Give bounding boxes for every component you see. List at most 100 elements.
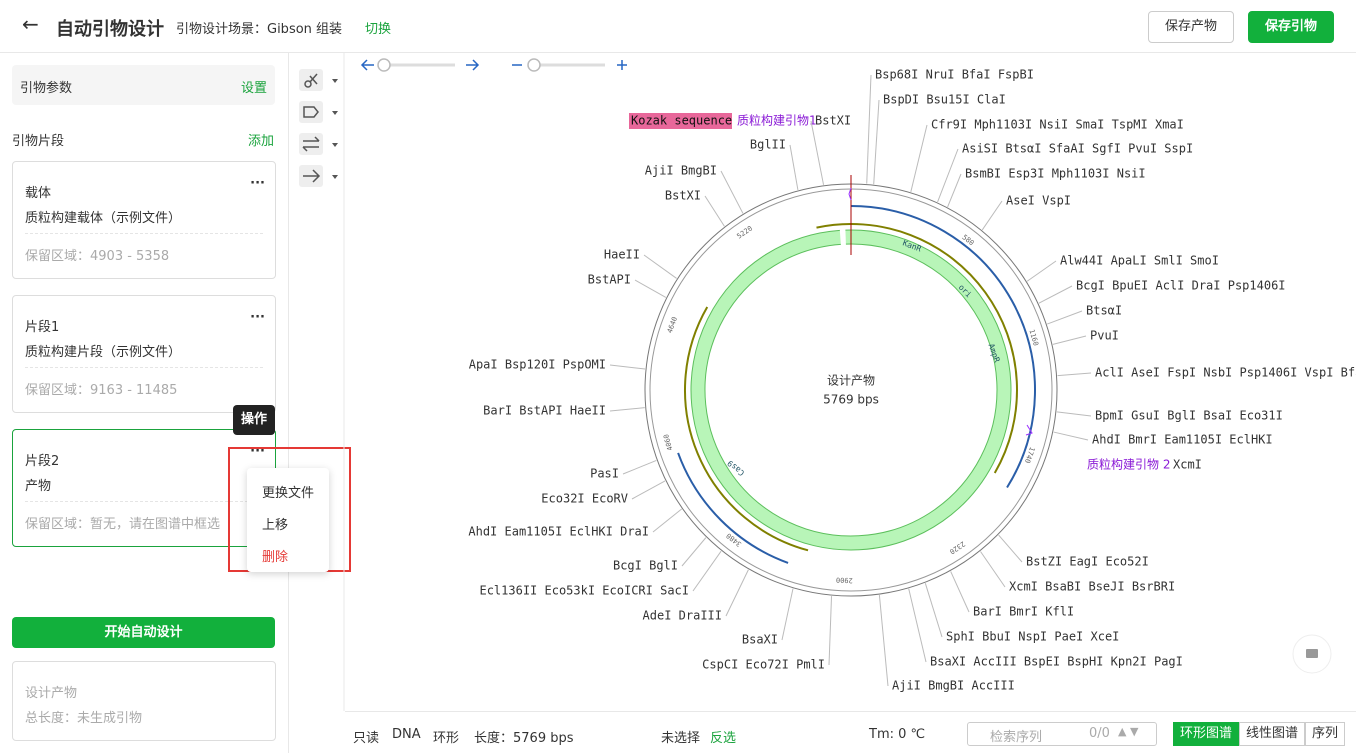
start-button[interactable]: 开始自动设计 bbox=[12, 617, 275, 648]
leader-line bbox=[631, 480, 666, 500]
product-card: 设计产物 总长度：未生成引物 bbox=[12, 661, 276, 741]
leader-line bbox=[910, 124, 928, 192]
enzyme-label: Ecl136II Eco53kI EcoICRI SacI bbox=[479, 584, 689, 598]
enzyme-label: PasI bbox=[590, 467, 619, 481]
leader-line bbox=[981, 200, 1003, 231]
leader-line bbox=[950, 571, 970, 613]
back-button[interactable]: ← bbox=[22, 12, 39, 36]
enzyme-label: AhdI BmrI Eam1105I EclHKI bbox=[1092, 433, 1273, 447]
leader-line bbox=[1053, 431, 1089, 441]
blue-arc bbox=[850, 205, 1036, 489]
enzyme-label: AjiI BmgBI AccIII bbox=[892, 679, 1015, 693]
view-tab[interactable]: 序列 bbox=[1305, 722, 1346, 746]
enzyme-label: SphI BbuI NspI PaeI XceI bbox=[946, 630, 1119, 644]
enzyme-label: HaeII bbox=[604, 248, 640, 262]
search-placeholder: 检索序列 bbox=[990, 730, 1043, 745]
leader-line bbox=[609, 407, 645, 412]
feature-edge bbox=[690, 229, 1012, 551]
tick-label: 2320 bbox=[948, 539, 966, 555]
menu-item[interactable]: 上移 bbox=[262, 518, 289, 533]
tick-label: 4640 bbox=[666, 316, 679, 335]
switch-link[interactable]: 切换 bbox=[365, 22, 392, 37]
save-primer-button[interactable]: 保存引物 bbox=[1248, 11, 1334, 43]
tick-label: 580 bbox=[961, 233, 976, 247]
fragment-file: 产物 bbox=[25, 479, 52, 494]
fragment-region: 保留区域：4903 - 5358 bbox=[25, 249, 170, 264]
leader-line bbox=[1026, 260, 1057, 282]
enzyme-label: BstXI bbox=[815, 114, 851, 128]
enzyme-label: AseI VspI bbox=[1006, 194, 1071, 208]
leader-line bbox=[1057, 372, 1092, 377]
leader-line bbox=[789, 144, 799, 191]
icon bbox=[309, 73, 318, 85]
slider-handle[interactable] bbox=[377, 58, 391, 72]
enzyme-label: BarI BstAPI HaeII bbox=[483, 404, 606, 418]
kozak-highlight bbox=[629, 113, 732, 129]
enzyme-label: Eco32I EcoRV bbox=[541, 492, 628, 506]
zoom-icons[interactable] bbox=[360, 59, 627, 71]
kozak-label: Kozak sequence bbox=[631, 114, 732, 128]
more-button[interactable]: ··· bbox=[250, 176, 265, 191]
enzyme-label: BsmBI Esp3I Mph1103I NsiI bbox=[965, 167, 1146, 181]
more-button[interactable]: ··· bbox=[250, 310, 265, 325]
leader-line bbox=[622, 460, 657, 475]
leader-line bbox=[998, 534, 1023, 563]
search-box[interactable]: 检索序列 0/0 ▲ ▼ bbox=[967, 722, 1157, 746]
fragment-name: 片段1 bbox=[25, 320, 60, 335]
search-count: 0/0 bbox=[1089, 726, 1110, 741]
product-title: 设计产物 bbox=[25, 686, 78, 701]
leader-line bbox=[781, 588, 794, 641]
enzyme-label: BstZI EagI Eco52I bbox=[1026, 555, 1149, 569]
scene: 引物设计场景：Gibson 组装 bbox=[176, 22, 343, 37]
slider-handle[interactable] bbox=[527, 58, 541, 72]
leader-line bbox=[924, 583, 943, 638]
sidebar: 引物参数 设置 引物片段 添加 载体 质粒构建载体（示例文件） ··· 保留区域：49… bbox=[0, 53, 351, 753]
shape: 环形 bbox=[433, 731, 460, 746]
header: ← 自动引物设计 引物设计场景：Gibson 组装 切换 保存产物 保存引物 bbox=[0, 0, 1356, 53]
leader-line bbox=[828, 596, 833, 666]
enzyme-label: AclI AseI FspI NsbI Psp1406I VspI BfaI bbox=[1095, 366, 1356, 380]
menu-item[interactable]: 删除 bbox=[262, 550, 289, 565]
leader-line bbox=[704, 195, 725, 227]
swap-tool[interactable] bbox=[299, 133, 323, 155]
enzyme-label: BsaXI AccIII BspEI BspHI Kpn2I PagI bbox=[930, 655, 1183, 669]
view-tab[interactable]: 线性图谱 bbox=[1239, 722, 1306, 746]
add-fragment[interactable]: 添加 bbox=[248, 134, 275, 149]
feature-ring bbox=[691, 230, 1012, 550]
enzyme-label: AdeI DraIII bbox=[643, 609, 722, 623]
divider bbox=[25, 367, 263, 368]
leader-line bbox=[720, 170, 744, 214]
menu-item[interactable]: 更换文件 bbox=[262, 486, 315, 501]
params-setting[interactable]: 设置 bbox=[240, 81, 267, 96]
enzyme-label: BtsαI bbox=[1086, 304, 1122, 318]
enzyme-label: BpmI GsuI BglI BsaI Eco31I bbox=[1095, 409, 1283, 423]
primer1-label: 质粒构建引物1 bbox=[737, 113, 817, 128]
enzyme-label: BstAPI bbox=[588, 273, 631, 287]
enzyme-label: BglII bbox=[750, 138, 786, 152]
enzyme-label: BsaXI bbox=[742, 633, 778, 647]
olive-arc bbox=[816, 223, 1018, 474]
params-title: 引物参数 bbox=[20, 81, 73, 96]
toolbar bbox=[299, 53, 627, 711]
enzyme-label: Bsp68I NruI BfaI FspBI bbox=[875, 68, 1034, 82]
params-box: 引物参数 设置 bbox=[12, 65, 275, 105]
center-title: 设计产物 bbox=[827, 374, 875, 388]
leader-line bbox=[1052, 335, 1087, 345]
search-nav[interactable]: ▲ ▼ bbox=[1118, 725, 1139, 738]
invert[interactable]: 反选 bbox=[710, 731, 737, 746]
leader-line bbox=[1038, 285, 1073, 304]
label-tool[interactable] bbox=[299, 101, 323, 123]
readonly: 只读 bbox=[353, 731, 380, 746]
save-product-button[interactable]: 保存产物 bbox=[1148, 11, 1234, 43]
primer2-label: 质粒构建引物 2 bbox=[1087, 457, 1170, 472]
tooltip: 操作 bbox=[233, 405, 275, 435]
dna: DNA bbox=[392, 727, 421, 742]
view-switch: 环形图谱 线性图谱 序列 bbox=[1173, 722, 1346, 746]
leader-line bbox=[692, 550, 722, 592]
leader-line bbox=[866, 74, 872, 184]
enzyme-label: BarI BmrI KflI bbox=[973, 605, 1074, 619]
view-tab[interactable]: 环形图谱 bbox=[1173, 722, 1240, 746]
primer2-site: XcmI bbox=[1173, 458, 1202, 472]
